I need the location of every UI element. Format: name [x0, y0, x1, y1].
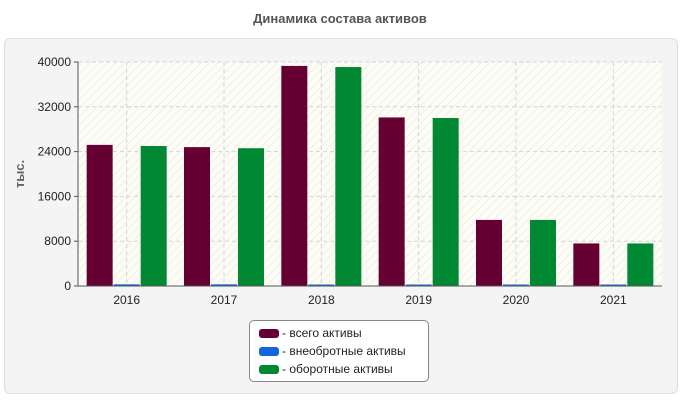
bar-total-assets	[573, 243, 600, 286]
bar-current-assets	[140, 146, 167, 286]
legend-swatch-total-assets	[259, 329, 279, 338]
legend-label-current-assets: - оборотные активы	[282, 362, 393, 376]
chart-title: Динамика состава активов	[253, 11, 427, 26]
bar-noncurrent-assets	[405, 284, 432, 286]
bar-noncurrent-assets	[308, 284, 335, 286]
y-tick-label: 40000	[38, 55, 72, 69]
bar-total-assets	[476, 219, 502, 286]
x-tick-label: 2017	[211, 293, 238, 307]
x-tick-label: 2020	[503, 293, 530, 307]
y-tick-label: 8000	[44, 234, 71, 248]
legend-item-total-assets: - всего активы	[259, 324, 428, 342]
bar-noncurrent-assets	[503, 284, 529, 286]
bar-current-assets	[530, 219, 556, 286]
bar-current-assets	[627, 243, 654, 286]
bar-current-assets	[335, 67, 362, 286]
y-tick-label: 16000	[38, 189, 72, 203]
legend-swatch-noncurrent-assets	[259, 347, 279, 356]
y-tick-label: 32000	[38, 100, 72, 114]
bar-total-assets	[281, 65, 308, 286]
legend-item-current-assets: - оборотные активы	[259, 360, 428, 378]
chart-legend: - всего активы - внеобротные активы - об…	[249, 320, 429, 382]
y-axis-label: тыс.	[12, 160, 27, 188]
legend-swatch-current-assets	[259, 365, 279, 374]
y-tick-label: 0	[64, 279, 71, 293]
legend-label-total-assets: - всего активы	[282, 326, 362, 340]
bar-total-assets	[86, 144, 113, 286]
plot-area	[78, 62, 662, 286]
bar-noncurrent-assets	[211, 284, 237, 286]
x-tick-label: 2019	[405, 293, 432, 307]
bar-current-assets	[432, 118, 459, 286]
bar-current-assets	[238, 148, 264, 286]
bar-total-assets	[184, 147, 210, 286]
legend-label-noncurrent-assets: - внеобротные активы	[282, 344, 406, 358]
bar-noncurrent-assets	[113, 284, 140, 286]
legend-item-noncurrent-assets: - внеобротные активы	[259, 342, 428, 360]
x-tick-label: 2016	[113, 293, 140, 307]
bar-total-assets	[378, 117, 405, 286]
x-tick-label: 2018	[308, 293, 335, 307]
bar-noncurrent-assets	[600, 284, 627, 286]
x-tick-label: 2021	[600, 293, 627, 307]
y-tick-label: 24000	[38, 145, 72, 159]
